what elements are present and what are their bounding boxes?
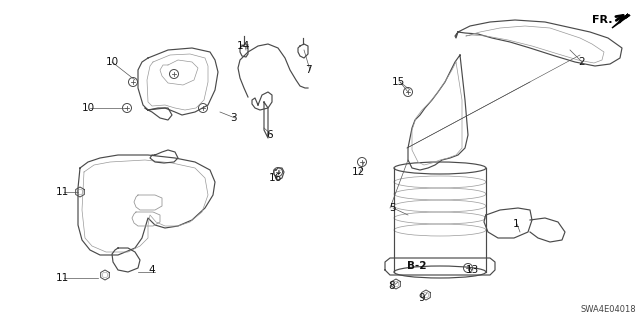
Text: 12: 12	[351, 167, 365, 177]
Text: B-2: B-2	[407, 261, 427, 271]
Text: 2: 2	[579, 57, 586, 67]
Text: 7: 7	[305, 65, 311, 75]
Text: 11: 11	[56, 187, 68, 197]
Text: FR.: FR.	[592, 15, 612, 25]
Text: 15: 15	[392, 77, 404, 87]
Text: 8: 8	[388, 281, 396, 291]
Text: 1: 1	[513, 219, 519, 229]
Text: 6: 6	[267, 130, 273, 140]
Text: 4: 4	[148, 265, 156, 275]
Text: 3: 3	[230, 113, 236, 123]
Text: 14: 14	[236, 41, 250, 51]
Text: 16: 16	[268, 173, 282, 183]
Text: 11: 11	[56, 273, 68, 283]
Text: 13: 13	[465, 265, 479, 275]
Text: 9: 9	[419, 293, 426, 303]
Text: 10: 10	[81, 103, 95, 113]
Text: SWA4E04018: SWA4E04018	[580, 305, 636, 314]
Polygon shape	[612, 14, 630, 28]
Text: 5: 5	[388, 203, 396, 213]
Text: 10: 10	[106, 57, 118, 67]
